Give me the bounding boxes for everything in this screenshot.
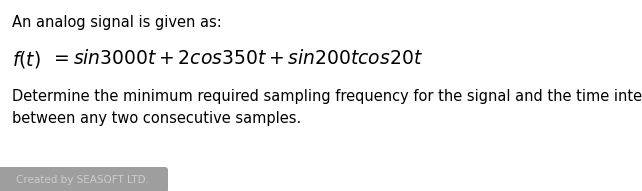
Text: Determine the minimum required sampling frequency for the signal and the time in: Determine the minimum required sampling … bbox=[12, 89, 642, 104]
Text: $= sin3000t + 2cos350t + sin200tcos20t$: $= sin3000t + 2cos350t + sin200tcos20t$ bbox=[50, 49, 423, 68]
Text: Created by SEASOFT LTD.: Created by SEASOFT LTD. bbox=[16, 175, 149, 185]
Text: between any two consecutive samples.: between any two consecutive samples. bbox=[12, 111, 301, 126]
FancyBboxPatch shape bbox=[0, 167, 168, 191]
Text: $f(t)$: $f(t)$ bbox=[12, 49, 41, 70]
Text: An analog signal is given as:: An analog signal is given as: bbox=[12, 15, 221, 30]
